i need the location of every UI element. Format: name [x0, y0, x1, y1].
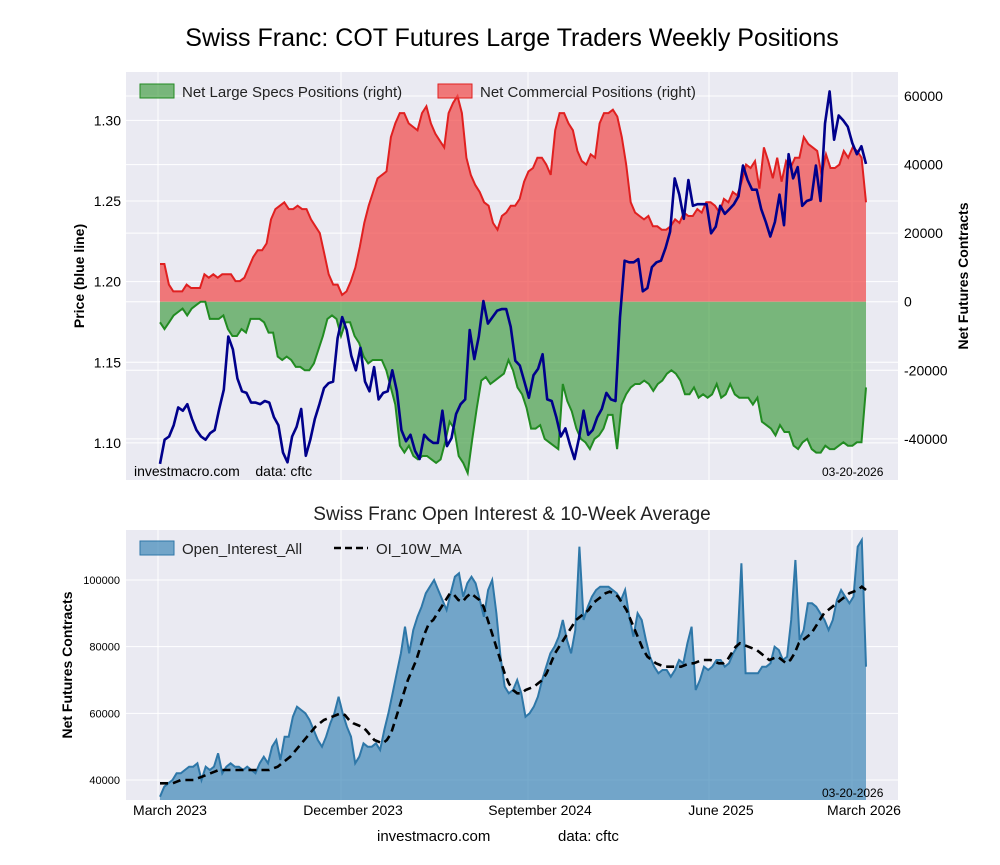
open-interest-chart: Swiss Franc Open Interest & 10-Week Aver… — [59, 504, 901, 818]
specs-area — [160, 301, 866, 474]
legend-label-specs: Net Large Specs Positions (right) — [182, 84, 402, 101]
y-axis-label-price: Price (blue line) — [71, 224, 87, 328]
y-tick-label-left: 1.30 — [94, 112, 121, 128]
y-tick-label-right: 40000 — [904, 157, 943, 173]
x-tick-label: March 2026 — [827, 802, 901, 818]
y-tick-label-bottom: 80000 — [89, 642, 120, 654]
y-tick-label-left: 1.15 — [94, 354, 121, 370]
y-tick-label-right: -40000 — [904, 431, 948, 447]
y-tick-label-right: 60000 — [904, 88, 943, 104]
y-tick-label-right: 0 — [904, 294, 912, 310]
open-interest-title: Swiss Franc Open Interest & 10-Week Aver… — [313, 504, 710, 525]
commercial-line — [160, 93, 867, 297]
y-tick-label-left: 1.20 — [94, 274, 121, 290]
open-interest-area — [160, 540, 866, 800]
y-ticks-right: -40000 -20000 0 20000 40000 60000 — [904, 88, 948, 447]
footer-site: investmacro.com — [377, 828, 490, 845]
x-tick-label: June 2025 — [688, 802, 754, 818]
y-tick-label-right: 20000 — [904, 225, 943, 241]
legend-label-commercial: Net Commercial Positions (right) — [480, 84, 696, 101]
legend-top: Net Large Specs Positions (right) Net Co… — [139, 83, 696, 101]
positions-chart: 1.10 1.15 1.20 1.25 1.30 -40000 -20000 0 20000 4… — [71, 72, 971, 480]
footer-data: data: cftc — [558, 828, 619, 845]
y-tick-label-bottom: 100000 — [83, 575, 120, 587]
oi-10w-ma-line — [160, 585, 867, 785]
legend-swatch-commercial — [437, 83, 473, 99]
commercial-area — [160, 96, 866, 302]
legend-swatch-open-interest — [139, 540, 175, 556]
y-axis-label-right: Net Futures Contracts — [955, 202, 971, 349]
watermark-top: investmacro.com data: cftc — [134, 463, 312, 479]
legend-label-open-interest: Open_Interest_All — [182, 541, 302, 558]
x-ticks-bottom: March 2023 December 2023 September 2024 Jun… — [133, 802, 901, 818]
y-ticks-left: 1.10 1.15 1.20 1.25 1.30 — [94, 112, 121, 451]
specs-line — [159, 300, 867, 477]
legend-label-ma: OI_10W_MA — [376, 541, 462, 558]
y-tick-label-bottom: 40000 — [89, 775, 120, 787]
ma-line-group — [160, 585, 867, 785]
y-tick-label-bottom: 60000 — [89, 708, 120, 720]
x-tick-label: March 2023 — [133, 802, 207, 818]
date-stamp-bottom: 03-20-2026 — [822, 786, 884, 800]
main-title: Swiss Franc: COT Futures Large Traders W… — [185, 24, 838, 52]
price-line — [158, 90, 868, 465]
y-tick-label-left: 1.10 — [94, 435, 121, 451]
legend-bottom: Open_Interest_All OI_10W_MA — [139, 540, 462, 558]
y-axis-label-bottom: Net Futures Contracts — [59, 591, 75, 738]
y-tick-label-left: 1.25 — [94, 193, 121, 209]
y-ticks-bottom: 40000 60000 80000 100000 — [83, 575, 120, 787]
legend-swatch-specs — [139, 83, 175, 99]
y-tick-label-right: -20000 — [904, 362, 948, 378]
date-stamp-top: 03-20-2026 — [822, 465, 884, 479]
x-tick-label: December 2023 — [303, 802, 403, 818]
price-line-group — [158, 90, 868, 465]
x-tick-label: September 2024 — [488, 802, 592, 818]
position-areas — [159, 93, 867, 477]
